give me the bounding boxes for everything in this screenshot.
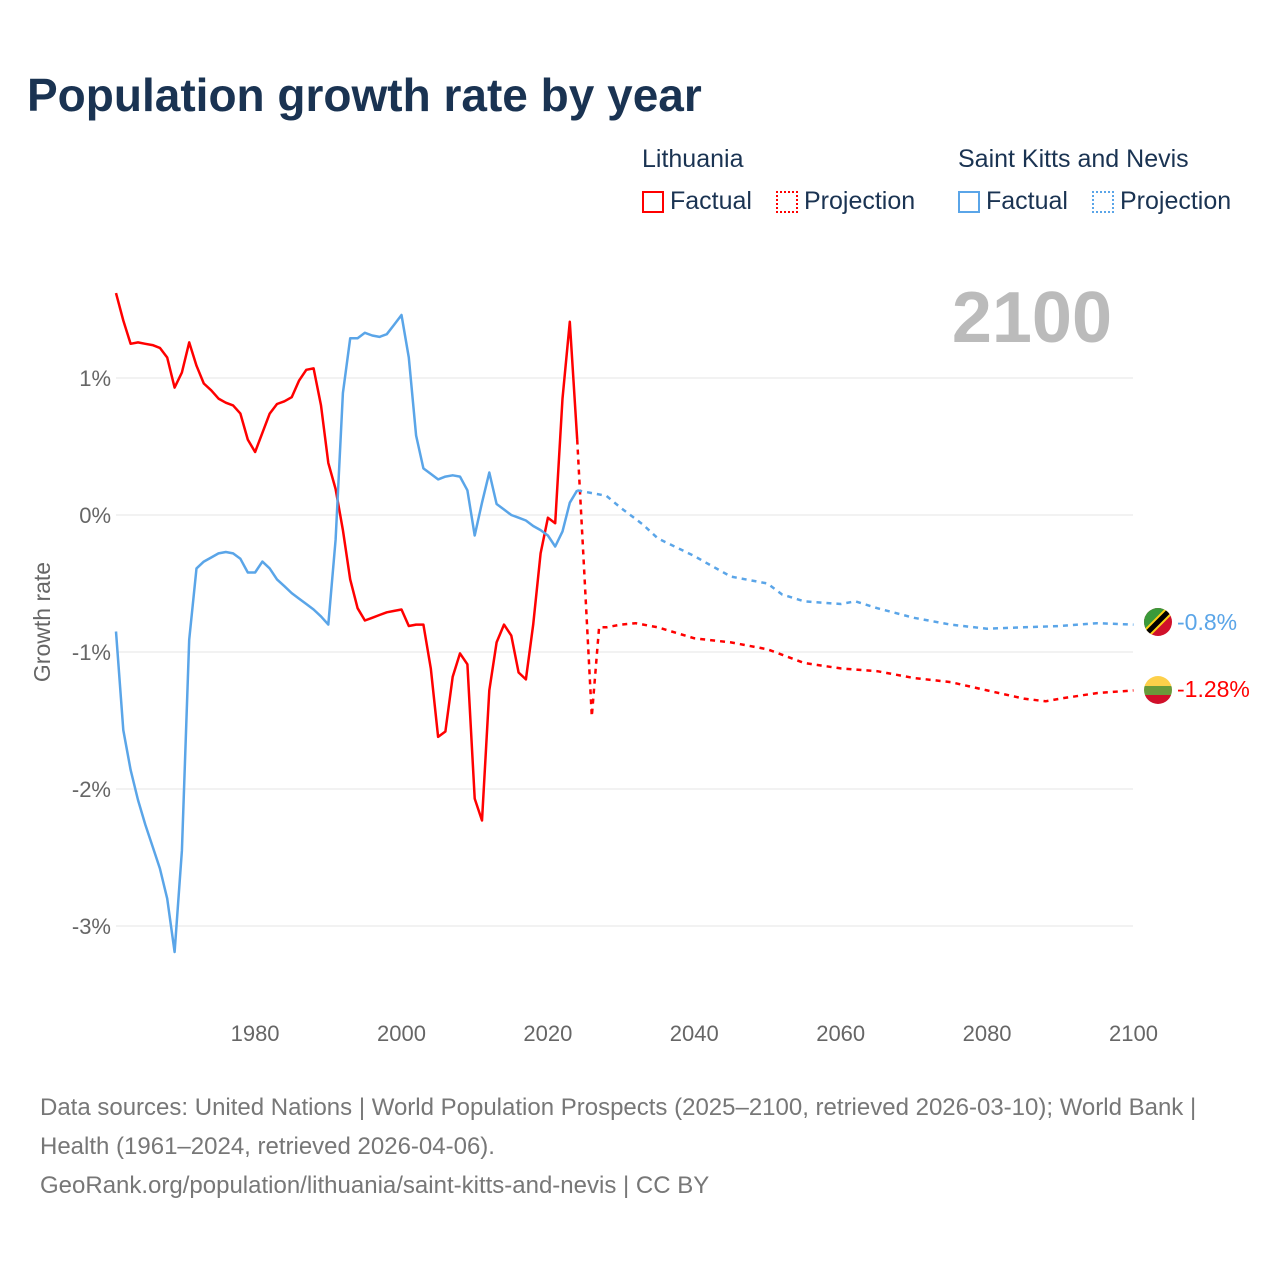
legend-label: Projection	[1120, 187, 1232, 215]
flag-lithuania-icon	[1144, 676, 1172, 704]
series-line-lithuania-factual	[114, 292, 579, 822]
legend-label: Factual	[670, 187, 752, 215]
flag-skn-icon	[1144, 608, 1172, 636]
x-tick-label: 2020	[523, 1021, 572, 1046]
series-line-saint-kitts-and-nevis-projection	[576, 489, 1134, 630]
x-tick-label: 2100	[1109, 1021, 1158, 1046]
legend-lithuania-factual[interactable]: Factual	[642, 187, 752, 216]
legend-group-lithuania: Lithuania	[642, 145, 744, 173]
y-tick-label: -1%	[72, 640, 111, 665]
footer-link[interactable]: GeoRank.org/population/lithuania/saint-k…	[40, 1172, 710, 1199]
legend-label: Projection	[804, 187, 916, 215]
y-tick-label: -3%	[72, 914, 111, 939]
legend-lithuania-projection[interactable]: Projection	[776, 187, 915, 216]
series-line-saint-kitts-and-nevis-factual	[114, 313, 579, 954]
chart-title: Population growth rate by year	[27, 69, 702, 121]
legend-swatch-solid	[642, 190, 664, 213]
line-chart: 1% 0% -1% -2% -3% 1980 2000 2020 2040 2060 2080 210…	[29, 278, 1250, 1046]
end-label-lithuania: -1.28%	[1177, 676, 1250, 702]
x-tick-label: 2080	[963, 1021, 1012, 1046]
x-tick-label: 2000	[377, 1021, 426, 1046]
end-label-skn: -0.8%	[1177, 609, 1237, 635]
x-tick-label: 2060	[816, 1021, 865, 1046]
x-tick-label: 1980	[231, 1021, 280, 1046]
series-line-lithuania-projection	[575, 439, 1134, 718]
y-tick-label: 0%	[79, 503, 111, 528]
year-label: 2100	[952, 278, 1112, 358]
footer: Data sources: United Nations | World Pop…	[40, 1088, 1240, 1205]
legend-skn-projection[interactable]: Projection	[1092, 187, 1231, 216]
legend-swatch-dotted	[776, 190, 798, 213]
x-tick-label: 2040	[670, 1021, 719, 1046]
legend-skn-factual[interactable]: Factual	[958, 187, 1068, 216]
y-axis-label: Growth rate	[29, 562, 55, 682]
legend-group-skn: Saint Kitts and Nevis	[958, 145, 1189, 173]
legend-label: Factual	[986, 187, 1068, 215]
legend-swatch-solid	[958, 190, 980, 213]
y-tick-label: 1%	[79, 366, 111, 391]
legend-swatch-dotted	[1092, 190, 1114, 213]
y-tick-label: -2%	[72, 777, 111, 802]
footer-sources: Data sources: United Nations | World Pop…	[40, 1094, 1197, 1160]
